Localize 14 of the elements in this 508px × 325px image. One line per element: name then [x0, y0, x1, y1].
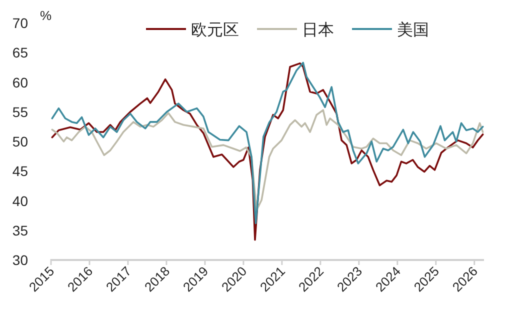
y-tick-label: 40 [12, 192, 28, 209]
y-axis-title: % [40, 8, 52, 23]
y-tick-label: 65 [12, 44, 28, 61]
legend-label: 美国 [397, 21, 429, 39]
y-tick-label: 35 [12, 222, 28, 238]
y-tick-label: 30 [12, 252, 28, 268]
y-tick-label: 50 [12, 134, 28, 150]
y-tick-label: 70 [12, 15, 28, 31]
y-tick-label: 60 [12, 74, 28, 90]
y-tick-label: 45 [12, 163, 28, 180]
legend-label: 欧元区 [191, 22, 239, 39]
y-tick-label: 55 [12, 104, 28, 120]
legend-label: 日本 [302, 21, 334, 39]
line-series [51, 109, 484, 212]
